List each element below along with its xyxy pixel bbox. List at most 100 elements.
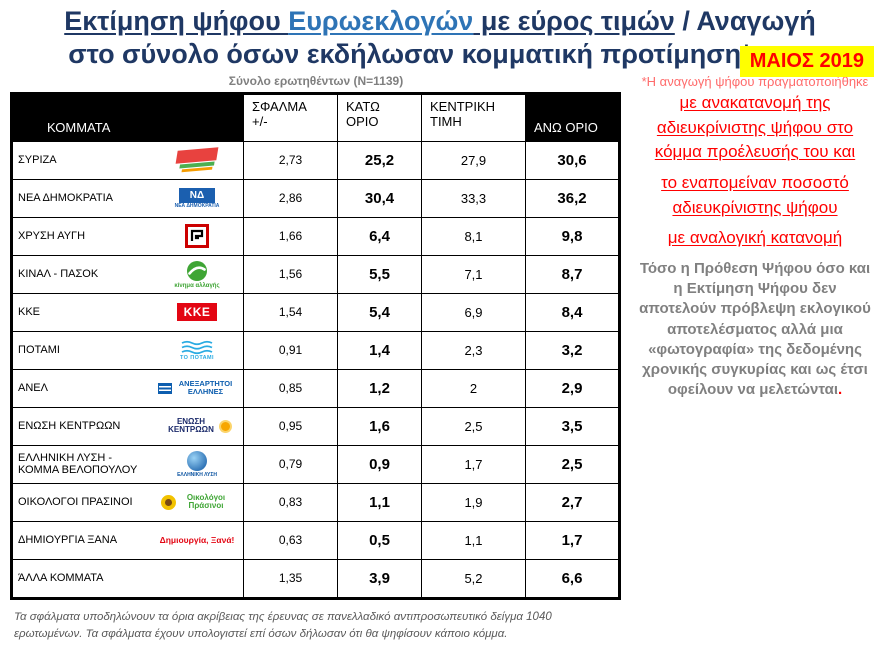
party-cell: ΚΙΝΑΛ - ΠΑΣΟΚ κίνημα αλλαγής	[11, 254, 244, 294]
party-name: ΔΗΜΙΟΥΡΓΙΑ ΞΑΝΑ	[18, 534, 118, 547]
central-value: 33,3	[421, 178, 526, 218]
logo-slot	[154, 224, 240, 249]
central-value: 7,1	[421, 254, 526, 294]
table-column: Σύνολο ερωτηθέντων (N=1139) ΚΟΜΜΑΤΑ ΣΦΑΛ…	[10, 71, 622, 642]
high-limit-value: 8,7	[525, 254, 620, 294]
party-cell-inner: ΆΛΛΑ ΚΟΜΜΑΤΑ	[13, 570, 243, 587]
party-name: ΚΙΝΑΛ - ΠΑΣΟΚ	[18, 268, 99, 281]
low-limit-value: 3,9	[337, 558, 422, 599]
party-cell: ΚΚΕ ΚΚΕ	[11, 292, 244, 332]
title-line-2: στο σύνολο όσων εκδήλωσαν κομματική προτ…	[68, 38, 752, 69]
party-cell: ΠΟΤΑΜΙ ΤΟ ΠΟΤΑΜΙ	[11, 330, 244, 370]
high-limit-value: 9,8	[525, 216, 620, 256]
central-value: 27,9	[421, 140, 526, 180]
elliniki-lysi-emblem	[187, 450, 207, 471]
high-limit-value: 2,9	[525, 368, 620, 408]
central-value: 1,1	[421, 520, 526, 560]
poll-table-head: ΚΟΜΜΑΤΑ ΣΦΑΛΜΑ +/- ΚΑΤΩ ΟΡΙΟ ΚΕΝΤΡΙΚΗ ΤΙ…	[11, 92, 620, 142]
nd-logo-caption: ΝΕΑ ΔΗΜΟΚΡΑΤΙΑ	[174, 202, 220, 209]
party-cell-inner: ΔΗΜΙΟΥΡΓΙΑ ΞΑΝΑ Δημιουργία, Ξανά!	[13, 532, 243, 549]
central-value: 6,9	[421, 292, 526, 332]
kinal-emblem-icon	[186, 260, 207, 281]
party-name: ΚΚΕ	[18, 306, 41, 319]
sample-size-subtitle: Σύνολο ερωτηθέντων (N=1139)	[228, 73, 404, 88]
party-cell-inner: ΣΥΡΙΖΑ	[13, 146, 243, 174]
meander-icon	[185, 224, 209, 249]
logo-slot: Οικολόγοι Πράσινοι	[154, 493, 240, 511]
title-part-3: με εύρος τιμών	[473, 6, 675, 36]
error-value: 1,54	[243, 292, 338, 332]
red-dot: .	[838, 381, 843, 399]
party-cell-inner: ΝΕΑ ΔΗΜΟΚΡΑΤΙΑ ΝΔ ΝΕΑ ΔΗΜΟΚΡΑΤΙΑ	[13, 186, 243, 211]
party-cell: ΑΝΕΛ ΑΝΕΞΑΡΤΗΤΟΙ ΕΛΛΗΝΕΣ	[11, 368, 244, 408]
potami-logo-caption: ΤΟ ΠΟΤΑΜΙ	[180, 354, 214, 361]
nd-logo-text: ΝΔ	[179, 187, 215, 203]
low-limit-value: 30,4	[337, 178, 422, 218]
col-header-error: ΣΦΑΛΜΑ +/-	[243, 92, 338, 142]
logo-slot: ΤΟ ΠΟΤΑΜΙ	[154, 340, 240, 362]
central-value: 5,2	[421, 558, 526, 599]
sidebar-red-3: με αναλογική κατανομή	[667, 228, 843, 248]
table-row: ΧΡΥΣΗ ΑΥΓΗ 1,66 6,4 8,1 9,8	[11, 216, 620, 256]
kke-logo: ΚΚΕ	[177, 303, 217, 322]
dimiourgia-xana-logo-text: Δημιουργία, Ξανά!	[159, 535, 235, 546]
party-name: ΑΝΕΛ	[18, 382, 48, 395]
elliniki-lysi-caption: ΕΛΛΗΝΙΚΗ ΛΥΣΗ	[177, 471, 217, 478]
title-line-1: Εκτίμηση ψήφου Ευρωεκλογών με εύρος τιμώ…	[0, 5, 880, 38]
high-limit-value: 3,2	[525, 330, 620, 370]
syriza-logo	[173, 147, 221, 173]
central-value: 8,1	[421, 216, 526, 256]
anel-logo-text: ΑΝΕΞΑΡΤΗΤΟΙ ΕΛΛΗΝΕΣ	[178, 379, 233, 397]
party-cell: ΟΙΚΟΛΟΓΟΙ ΠΡΑΣΙΝΟΙ Οικολόγοι Πράσινοι	[11, 482, 244, 522]
party-cell-inner: ΑΝΕΛ ΑΝΕΞΑΡΤΗΤΟΙ ΕΛΛΗΝΕΣ	[13, 378, 243, 399]
error-value: 0,91	[243, 330, 338, 370]
party-cell-inner: ΧΡΥΣΗ ΑΥΓΗ	[13, 222, 243, 250]
col-header-low: ΚΑΤΩ ΟΡΙΟ	[337, 92, 422, 142]
central-value: 2	[421, 368, 526, 408]
party-cell-inner: ΕΝΩΣΗ ΚΕΝΤΡΩΩΝ ΕΝΩΣΗ ΚΕΝΤΡΩΩΝ	[13, 416, 243, 438]
table-row: ΝΕΑ ΔΗΜΟΚΡΑΤΙΑ ΝΔ ΝΕΑ ΔΗΜΟΚΡΑΤΙΑ 2,86 30,4 33…	[11, 178, 620, 218]
sidebar-intro: *Η αναγωγή ψήφου πραγματοποιήθηκε	[641, 73, 869, 89]
logo-slot: ΝΔ ΝΕΑ ΔΗΜΟΚΡΑΤΙΑ	[154, 187, 240, 209]
party-cell: ΧΡΥΣΗ ΑΥΓΗ	[11, 216, 244, 256]
elliniki-lysi-logo: ΕΛΛΗΝΙΚΗ ΛΥΣΗ	[177, 450, 217, 478]
anel-logo: ΑΝΕΞΑΡΤΗΤΟΙ ΕΛΛΗΝΕΣ	[157, 379, 237, 397]
central-value: 1,9	[421, 482, 526, 522]
error-value: 0,83	[243, 482, 338, 522]
sidebar-disclaimer-text: Τόσο η Πρόθεση Ψήφου όσο και η Εκτίμηση …	[639, 259, 871, 399]
error-value: 1,35	[243, 558, 338, 599]
party-name: ΆΛΛΑ ΚΟΜΜΑΤΑ	[18, 572, 104, 585]
party-cell-inner: ΕΛΛΗΝΙΚΗ ΛΥΣΗ - ΚΟΜΜΑ ΒΕΛΟΠΟΥΛΟΥ ΕΛΛΗΝΙΚΗ…	[13, 449, 243, 480]
sidebar-paragraph-1: *Η αναγωγή ψήφου πραγματοποιήθηκε με ανα…	[638, 73, 872, 165]
sidebar-red-2: το εναπομείναν ποσοστό αδιευκρίνιστης ψή…	[661, 172, 849, 217]
enosi-kentroon-logo-text: ΕΝΩΣΗ ΚΕΝΤΡΩΩΝ	[168, 416, 214, 435]
low-limit-value: 0,9	[337, 444, 422, 484]
high-limit-value: 6,6	[525, 558, 620, 599]
high-limit-value: 3,5	[525, 406, 620, 446]
low-limit-value: 1,2	[337, 368, 422, 408]
greek-flag-icon	[157, 382, 172, 394]
sunflower-icon	[161, 494, 176, 510]
error-value: 1,56	[243, 254, 338, 294]
kinal-logo: κίνημα αλλαγής	[174, 260, 220, 289]
kinal-logo-caption: κίνημα αλλαγής	[174, 282, 220, 289]
header-row: ΚΟΜΜΑΤΑ ΣΦΑΛΜΑ +/- ΚΑΤΩ ΟΡΙΟ ΚΕΝΤΡΙΚΗ ΤΙ…	[11, 92, 620, 142]
party-name: ΧΡΥΣΗ ΑΥΓΗ	[18, 230, 86, 243]
party-name: ΕΝΩΣΗ ΚΕΝΤΡΩΩΝ	[18, 420, 121, 433]
party-name: ΝΕΑ ΔΗΜΟΚΡΑΤΙΑ	[18, 192, 113, 205]
logo-slot: ΑΝΕΞΑΡΤΗΤΟΙ ΕΛΛΗΝΕΣ	[154, 380, 240, 397]
nd-logo: ΝΔ ΝΕΑ ΔΗΜΟΚΡΑΤΙΑ	[174, 187, 220, 209]
high-limit-value: 36,2	[525, 178, 620, 218]
potami-logo: ΤΟ ΠΟΤΑΜΙ	[180, 340, 214, 362]
main-content: Σύνολο ερωτηθέντων (N=1139) ΚΟΜΜΑΤΑ ΣΦΑΛ…	[0, 71, 880, 642]
table-row: ΠΟΤΑΜΙ ΤΟ ΠΟΤΑΜΙ 0,91 1,4 2,3 3,2	[11, 330, 620, 370]
low-limit-value: 1,6	[337, 406, 422, 446]
logo-slot: Δημιουργία, Ξανά!	[154, 536, 240, 545]
high-limit-value: 8,4	[525, 292, 620, 332]
error-value: 0,79	[243, 444, 338, 484]
table-row: ΚΙΝΑΛ - ΠΑΣΟΚ κίνημα αλλαγής 1,56 5,5 7,1 8,7	[11, 254, 620, 294]
party-name: ΣΥΡΙΖΑ	[18, 154, 57, 167]
error-value: 2,73	[243, 140, 338, 180]
table-row: ΚΚΕ ΚΚΕ 1,54 5,4 6,9 8,4	[11, 292, 620, 332]
